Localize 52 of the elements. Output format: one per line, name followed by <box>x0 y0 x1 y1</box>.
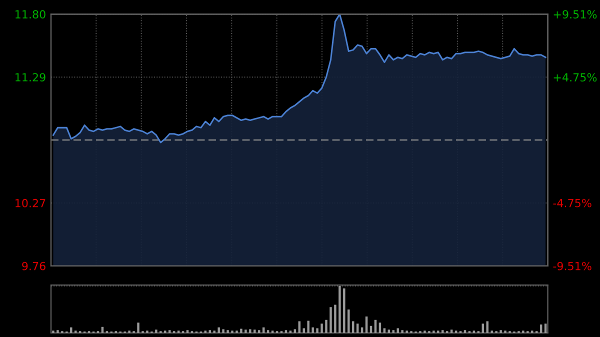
y2-tick-label: -9.51% <box>553 262 592 270</box>
bar <box>258 330 260 333</box>
bar <box>240 328 242 333</box>
y-tick-label: 10.27 <box>16 198 46 208</box>
bar <box>249 329 252 333</box>
bar <box>482 324 484 333</box>
bar <box>70 327 72 333</box>
bar <box>401 330 404 333</box>
bar <box>450 330 453 333</box>
bar <box>388 330 390 333</box>
bar <box>464 330 466 333</box>
y-tick-label: 9.76 <box>22 262 46 270</box>
y-tick-label: 11.29 <box>16 73 46 82</box>
bar <box>325 320 328 333</box>
bar <box>356 324 359 333</box>
bar <box>338 286 341 333</box>
bar <box>365 316 368 333</box>
bar <box>56 330 59 333</box>
bar <box>343 288 346 333</box>
y-tick-label: 11.80 <box>16 10 46 19</box>
bar <box>155 330 158 333</box>
bar <box>266 330 270 333</box>
bar <box>137 322 140 333</box>
bar <box>334 304 336 333</box>
bar <box>298 321 301 333</box>
bar <box>352 321 354 333</box>
y2-tick-label: +9.51% <box>554 10 597 19</box>
bar <box>186 330 189 333</box>
bar <box>226 330 229 333</box>
bar <box>330 307 332 333</box>
bar <box>378 322 382 333</box>
bar <box>544 324 547 333</box>
bar <box>244 330 247 333</box>
bar <box>294 329 296 333</box>
bar <box>254 330 256 333</box>
bar <box>348 310 350 333</box>
bar <box>442 330 444 333</box>
y2-tick-label: +4.75% <box>554 73 597 82</box>
bar <box>222 329 224 333</box>
bar <box>312 327 314 333</box>
bar <box>307 320 310 333</box>
bar <box>500 330 502 333</box>
bar <box>218 327 220 333</box>
bar <box>208 330 212 333</box>
bar <box>486 321 488 333</box>
y2-tick-label: -4.75% <box>553 198 592 208</box>
bar <box>284 330 288 333</box>
bar <box>396 328 399 333</box>
bar <box>320 324 323 333</box>
bar <box>392 330 395 333</box>
bar <box>168 330 171 333</box>
bar <box>316 328 318 333</box>
